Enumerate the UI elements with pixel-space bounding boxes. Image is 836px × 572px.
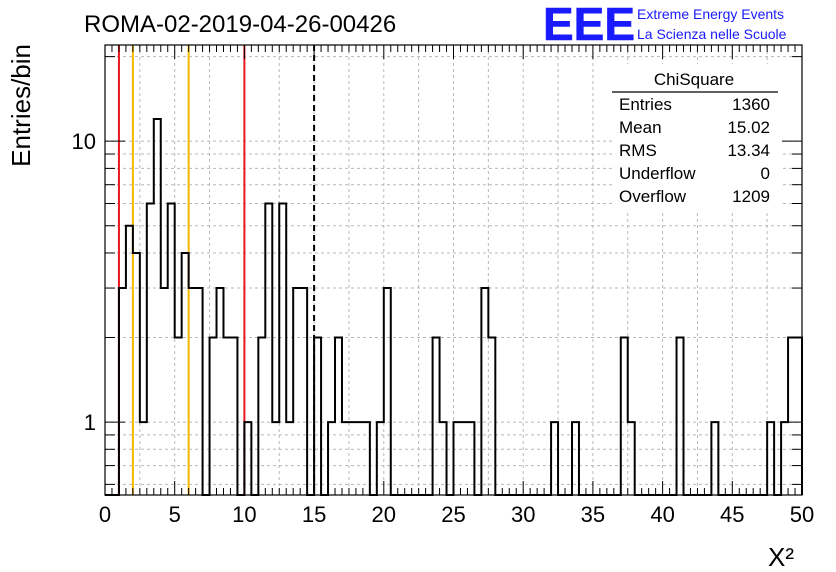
- x-tick-label: 20: [372, 502, 396, 527]
- x-tick-label: 5: [169, 502, 181, 527]
- x-tick-label: 30: [511, 502, 535, 527]
- stats-label: Underflow: [619, 164, 696, 183]
- stats-title: ChiSquare: [654, 70, 734, 89]
- axis-ticks: [104, 45, 803, 495]
- reference-lines: [117, 45, 316, 495]
- x-tick-label: 0: [99, 502, 111, 527]
- stats-label: Mean: [619, 118, 662, 137]
- y-axis-label: Entries/bin: [6, 44, 36, 167]
- eee-logo: EEE Extreme Energy Events La Scienza nel…: [543, 0, 787, 50]
- x-tick-label: 50: [790, 502, 814, 527]
- tick-labels: 0 5 10 15 20 25 30 35 40 45 50 1 10: [72, 129, 815, 527]
- stats-value: 1209: [732, 187, 770, 206]
- eee-logo-line2: La Scienza nelle Scuole: [637, 26, 787, 42]
- stats-label: Overflow: [619, 187, 687, 206]
- stats-value: 13.34: [727, 141, 770, 160]
- x-axis-label: X²: [768, 542, 794, 572]
- eee-logo-line1: Extreme Energy Events: [637, 6, 784, 22]
- stats-value: 1360: [732, 95, 770, 114]
- y-tick-label: 10: [72, 129, 96, 154]
- x-tick-label: 45: [720, 502, 744, 527]
- eee-logo-mark: EEE: [543, 0, 635, 50]
- x-tick-label: 35: [581, 502, 605, 527]
- x-tick-label: 25: [441, 502, 465, 527]
- stats-box: ChiSquare Entries 1360 Mean 15.02 RMS 13.34 Un…: [612, 64, 780, 210]
- stats-value: 15.02: [727, 118, 770, 137]
- stats-label: RMS: [619, 141, 657, 160]
- stats-label: Entries: [619, 95, 672, 114]
- stats-box-bg: [612, 64, 780, 210]
- stats-value: 0: [761, 164, 770, 183]
- plot-frame: [104, 44, 803, 496]
- x-tick-label: 40: [650, 502, 674, 527]
- run-title: ROMA-02-2019-04-26-00426: [84, 11, 396, 38]
- y-tick-label: 1: [84, 410, 96, 435]
- x-tick-label: 15: [302, 502, 326, 527]
- x-tick-label: 10: [232, 502, 256, 527]
